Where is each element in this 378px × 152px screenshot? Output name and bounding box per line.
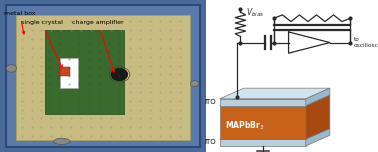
Ellipse shape bbox=[54, 138, 70, 144]
Bar bbox=[60, 67, 70, 76]
Text: MAPbBr$_3$: MAPbBr$_3$ bbox=[225, 119, 264, 132]
Text: $V_{bias}$: $V_{bias}$ bbox=[246, 6, 263, 19]
Circle shape bbox=[6, 65, 17, 72]
Text: charge amplifier: charge amplifier bbox=[72, 20, 124, 72]
Bar bbox=[220, 139, 306, 146]
Text: to
oscilloscope: to oscilloscope bbox=[354, 37, 378, 48]
Polygon shape bbox=[220, 95, 330, 106]
Bar bbox=[17, 15, 189, 140]
Polygon shape bbox=[306, 128, 330, 146]
Text: metal box: metal box bbox=[4, 11, 36, 34]
Bar bbox=[220, 106, 306, 139]
Polygon shape bbox=[220, 128, 330, 139]
Bar bbox=[220, 99, 306, 106]
Circle shape bbox=[191, 81, 199, 87]
Polygon shape bbox=[220, 88, 330, 99]
Bar bbox=[60, 58, 78, 88]
Text: ITO: ITO bbox=[205, 99, 216, 105]
Polygon shape bbox=[306, 88, 330, 106]
Text: ITO: ITO bbox=[205, 140, 216, 145]
Circle shape bbox=[111, 68, 128, 81]
Polygon shape bbox=[306, 95, 330, 139]
Bar bbox=[45, 30, 124, 114]
Text: single crystal: single crystal bbox=[21, 20, 62, 68]
